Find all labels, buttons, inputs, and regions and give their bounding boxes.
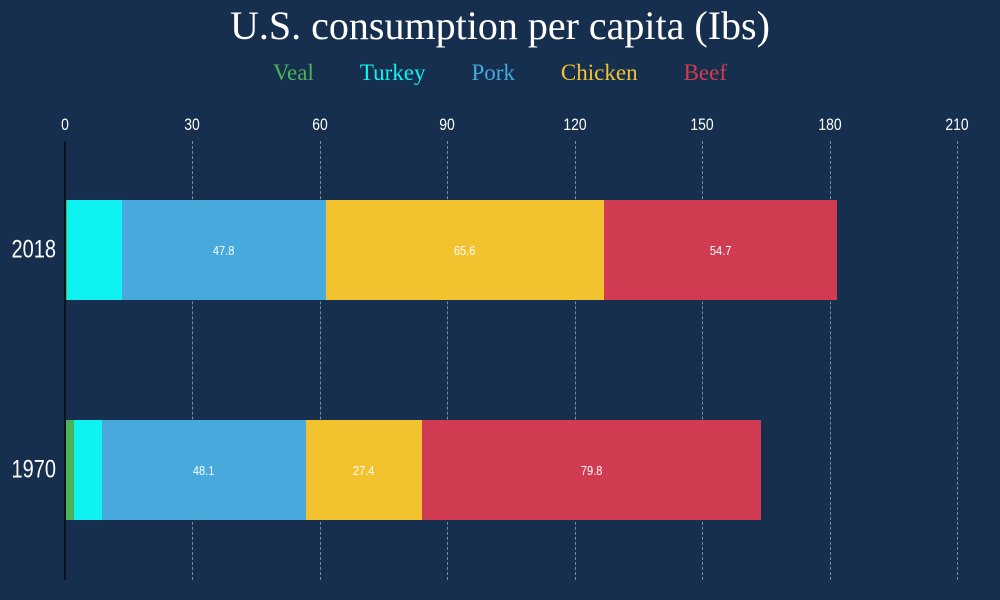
- bar-segment-veal-2018[interactable]: [66, 200, 68, 300]
- x-axis-tick-label-150: 150: [690, 115, 714, 134]
- legend-item-turkey[interactable]: Turkey: [359, 60, 426, 85]
- legend-item-pork[interactable]: Pork: [471, 60, 515, 85]
- bar-segment-chicken-1970[interactable]: 27.4: [305, 420, 423, 520]
- bar-value-label: 54.7: [709, 242, 732, 258]
- x-axis-tick-label-0: 0: [61, 115, 69, 134]
- chart-legend: Veal Turkey Pork Chicken Beef: [0, 60, 1000, 86]
- bar-segment-pork-2018[interactable]: 47.8: [122, 200, 326, 300]
- gridline-180: [829, 141, 831, 580]
- gridline-150: [702, 141, 704, 580]
- legend-item-veal[interactable]: Veal: [272, 60, 314, 85]
- bar-row-2018: 47.8 65.6 54.7: [66, 200, 958, 300]
- bar-segment-chicken-2018[interactable]: 65.6: [325, 200, 605, 300]
- bar-segment-turkey-2018[interactable]: [67, 200, 123, 300]
- gridline-30: [192, 141, 194, 580]
- bar-segment-pork-1970[interactable]: 48.1: [101, 420, 306, 520]
- gridline-210: [957, 141, 958, 580]
- gridline-60: [319, 141, 321, 580]
- bar-value-label: 48.1: [193, 462, 215, 478]
- gridline-90: [447, 141, 449, 580]
- x-axis-tick-label-120: 120: [563, 115, 587, 134]
- bar-row-1970: 48.1 27.4 79.8: [66, 420, 958, 520]
- x-axis-tick-label-90: 90: [439, 115, 456, 134]
- legend-item-beef[interactable]: Beef: [683, 60, 727, 85]
- y-axis-label-2018: 2018: [11, 235, 57, 264]
- bar-segment-veal-1970[interactable]: [66, 420, 75, 520]
- x-axis-tick-label-60: 60: [312, 115, 328, 134]
- bar-segment-beef-2018[interactable]: 54.7: [604, 200, 837, 300]
- bar-segment-turkey-1970[interactable]: [74, 420, 102, 520]
- chart-title: U.S. consumption per capita (Ibs): [230, 3, 770, 48]
- bar-value-label: 65.6: [454, 242, 476, 258]
- x-axis-tick-label-210: 210: [945, 115, 969, 134]
- x-axis-tick-label-180: 180: [817, 115, 842, 134]
- y-axis-line: [64, 141, 66, 580]
- bar-value-label: 47.8: [213, 242, 235, 258]
- y-axis-label-1970: 1970: [11, 455, 57, 484]
- x-axis-tick-label-30: 30: [184, 115, 201, 134]
- legend-item-chicken[interactable]: Chicken: [560, 60, 638, 85]
- gridline-120: [574, 141, 576, 580]
- bar-value-label: 27.4: [353, 462, 375, 478]
- bar-segment-beef-1970[interactable]: 79.8: [422, 420, 762, 520]
- bar-value-label: 79.8: [581, 462, 603, 478]
